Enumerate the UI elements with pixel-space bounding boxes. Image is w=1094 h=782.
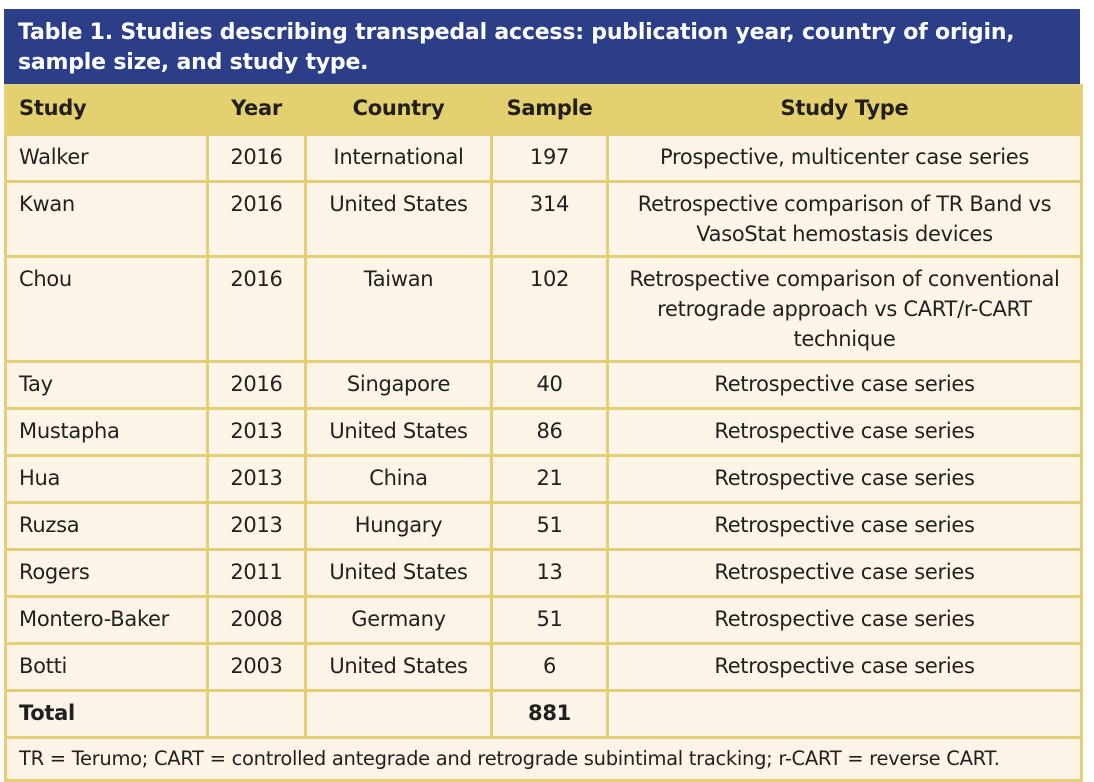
- cell-country: United States: [304, 642, 493, 692]
- table-row: Rogers 2011 United States 13 Retrospective c…: [4, 548, 1083, 598]
- cell-country: Hungary: [304, 501, 493, 551]
- total-label: Total: [4, 689, 209, 739]
- table-row: Mustapha 2013 United States 86 Retrospective…: [4, 407, 1083, 457]
- cell-type: Retrospective case series: [606, 642, 1083, 692]
- cell-sample: 6: [490, 642, 609, 692]
- cell-country: Germany: [304, 595, 493, 645]
- cell-year: 2016: [206, 255, 307, 363]
- cell-sample: 86: [490, 407, 609, 457]
- cell-sample: 197: [490, 133, 609, 183]
- cell-empty: [206, 689, 307, 739]
- footnote-row: TR = Terumo; CART = controlled antegrade…: [4, 736, 1083, 782]
- table-row: Hua 2013 China 21 Retrospective case series: [4, 454, 1083, 504]
- cell-sample: 102: [490, 255, 609, 363]
- cell-sample: 51: [490, 501, 609, 551]
- cell-country: International: [304, 133, 493, 183]
- cell-year: 2003: [206, 642, 307, 692]
- cell-type: Retrospective comparison of TR Band vs V…: [606, 180, 1083, 258]
- table-row: Botti 2003 United States 6 Retrospective cas…: [4, 642, 1083, 692]
- table-row: Chou 2016 Taiwan 102 Retrospective compariso…: [4, 255, 1083, 363]
- cell-year: 2011: [206, 548, 307, 598]
- cell-study: Kwan: [4, 180, 209, 258]
- total-sample: 881: [490, 689, 609, 739]
- total-row: Total 881: [4, 689, 1083, 739]
- cell-study: Tay: [4, 360, 209, 410]
- cell-country: China: [304, 454, 493, 504]
- cell-study: Hua: [4, 454, 209, 504]
- cell-study: Botti: [4, 642, 209, 692]
- cell-year: 2016: [206, 180, 307, 258]
- cell-year: 2013: [206, 407, 307, 457]
- cell-country: United States: [304, 180, 493, 258]
- cell-type: Retrospective case series: [606, 548, 1083, 598]
- header-study-type: Study Type: [606, 84, 1083, 136]
- cell-year: 2016: [206, 360, 307, 410]
- cell-study: Montero-Baker: [4, 595, 209, 645]
- header-country: Country: [304, 84, 493, 136]
- cell-study: Chou: [4, 255, 209, 363]
- cell-sample: 314: [490, 180, 609, 258]
- cell-year: 2008: [206, 595, 307, 645]
- cell-country: Singapore: [304, 360, 493, 410]
- cell-type: Retrospective case series: [606, 454, 1083, 504]
- table-row: Tay 2016 Singapore 40 Retrospective case ser…: [4, 360, 1083, 410]
- cell-year: 2013: [206, 501, 307, 551]
- cell-type: Retrospective comparison of conventional…: [606, 255, 1083, 363]
- header-study: Study: [4, 84, 209, 136]
- cell-empty: [606, 689, 1083, 739]
- table-row: Kwan 2016 United States 314 Retrospective co…: [4, 180, 1083, 258]
- cell-country: United States: [304, 548, 493, 598]
- cell-sample: 13: [490, 548, 609, 598]
- cell-sample: 21: [490, 454, 609, 504]
- header-year: Year: [206, 84, 307, 136]
- cell-type: Retrospective case series: [606, 407, 1083, 457]
- table-row: Walker 2016 International 197 Prospective, m…: [4, 133, 1083, 183]
- cell-type: Prospective, multicenter case series: [606, 133, 1083, 183]
- table-container: Table 1. Studies describing transpedal a…: [4, 9, 1083, 782]
- cell-type: Retrospective case series: [606, 501, 1083, 551]
- cell-study: Mustapha: [4, 407, 209, 457]
- cell-type: Retrospective case series: [606, 595, 1083, 645]
- cell-sample: 51: [490, 595, 609, 645]
- table-row: Montero-Baker 2008 Germany 51 Retrospective …: [4, 595, 1083, 645]
- footnote: TR = Terumo; CART = controlled antegrade…: [4, 736, 1083, 782]
- cell-country: United States: [304, 407, 493, 457]
- cell-study: Rogers: [4, 548, 209, 598]
- header-row: Study Year Country Sample Study Type: [4, 84, 1083, 136]
- cell-year: 2016: [206, 133, 307, 183]
- cell-sample: 40: [490, 360, 609, 410]
- cell-empty: [304, 689, 493, 739]
- table-row: Ruzsa 2013 Hungary 51 Retrospective case ser…: [4, 501, 1083, 551]
- header-sample: Sample: [490, 84, 609, 136]
- cell-country: Taiwan: [304, 255, 493, 363]
- cell-type: Retrospective case series: [606, 360, 1083, 410]
- cell-study: Walker: [4, 133, 209, 183]
- studies-table: Study Year Country Sample Study Type Wal…: [4, 84, 1083, 782]
- cell-study: Ruzsa: [4, 501, 209, 551]
- cell-year: 2013: [206, 454, 307, 504]
- table-title: Table 1. Studies describing transpedal a…: [4, 9, 1080, 84]
